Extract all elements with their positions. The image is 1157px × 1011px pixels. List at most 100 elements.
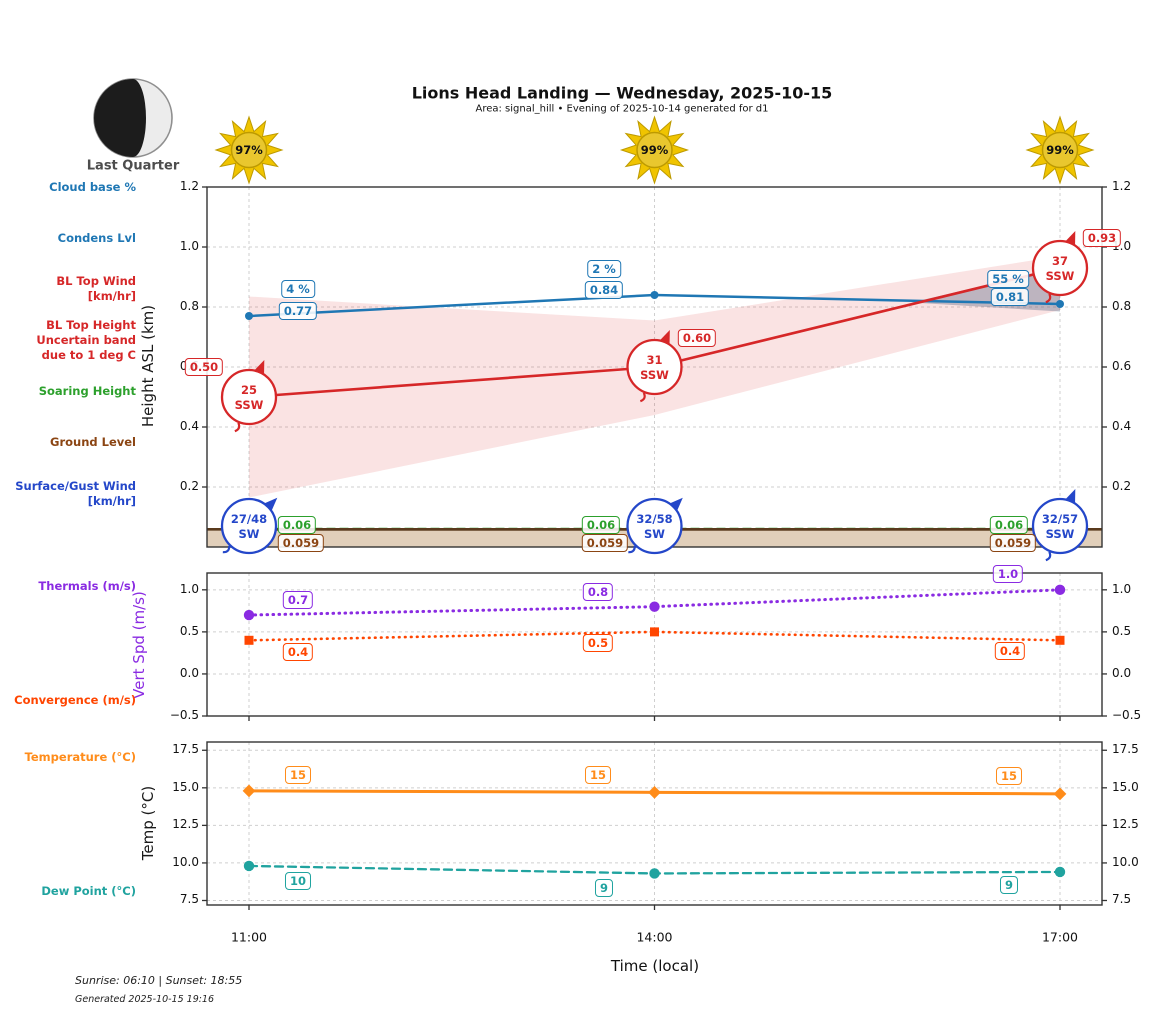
series-label: Condens Lvl xyxy=(57,231,136,245)
value-label: 15 xyxy=(584,766,612,784)
moon-phase-icon xyxy=(93,78,173,158)
value-label: 10 xyxy=(284,872,312,890)
page-subtitle: Area: signal_hill • Evening of 2025-10-1… xyxy=(475,103,769,115)
y-tick-label: 0.0 xyxy=(179,665,199,680)
series-label: Ground Level xyxy=(50,435,136,449)
value-label: 0.4 xyxy=(994,642,1026,660)
y-tick-label: 0.5 xyxy=(179,623,199,638)
value-label: 1.0 xyxy=(992,565,1024,583)
wind-direction-label: SSW xyxy=(640,368,669,382)
y-tick-label: 0.6 xyxy=(1112,359,1132,373)
value-label: 0.84 xyxy=(584,281,624,299)
value-label: 15 xyxy=(284,766,312,784)
x-axis-label: Time (local) xyxy=(610,957,700,975)
y-tick-label: 12.5 xyxy=(1112,817,1139,832)
y-tick-label: 7.5 xyxy=(179,892,199,907)
y-tick-label: −0.5 xyxy=(1112,708,1142,722)
y-tick-label: 0.5 xyxy=(1112,623,1132,638)
y-tick-label: 1.2 xyxy=(179,179,199,193)
y-tick-label: 1.0 xyxy=(179,581,199,596)
y-axis-label-vertspd: Vert Spd (m/s) xyxy=(130,591,148,699)
value-label: 0.059 xyxy=(989,534,1037,552)
wind-speed-label: 27/48 xyxy=(231,512,267,526)
y-tick-label: 15.0 xyxy=(172,779,199,794)
moon-phase-label: Last Quarter xyxy=(86,158,180,174)
value-label: 0.06 xyxy=(581,516,621,534)
wind-speed-label: 25 xyxy=(241,383,257,397)
y-tick-label: 0.4 xyxy=(179,419,199,433)
generated-note: Generated 2025-10-15 19:16 xyxy=(75,994,215,1005)
series-label: Dew Point (°C) xyxy=(41,884,136,898)
sun-icon: 99% xyxy=(1025,115,1095,185)
value-label: 4 % xyxy=(281,280,315,298)
wind-direction-label: SW xyxy=(239,527,260,541)
series-label: Cloud base % xyxy=(49,180,136,194)
value-label: 0.81 xyxy=(990,288,1030,306)
page-title: Lions Head Landing — Wednesday, 2025-10-… xyxy=(411,83,833,103)
value-label: 0.8 xyxy=(582,583,614,601)
x-tick-label: 14:00 xyxy=(636,929,673,945)
series-label: Temperature (°C) xyxy=(24,750,136,764)
wind-speed-label: 32/57 xyxy=(1042,512,1078,526)
value-label: 0.93 xyxy=(1082,229,1122,247)
y-tick-label: 0.8 xyxy=(1112,299,1132,313)
y-tick-label: 0.0 xyxy=(1112,665,1132,680)
wind-direction-label: SSW xyxy=(1046,269,1075,283)
x-tick-label: 11:00 xyxy=(230,929,268,945)
series-label: BL Top Height Uncertain band due to 1 de… xyxy=(36,318,136,362)
y-tick-label: 0.2 xyxy=(1112,479,1132,493)
chart-temperature xyxy=(202,741,1107,910)
y-tick-label: 10.0 xyxy=(172,854,199,869)
sun-percent-label: 99% xyxy=(641,143,669,157)
value-label: 0.50 xyxy=(184,358,224,376)
sunrise-sunset-note: Sunrise: 06:10 | Sunset: 18:55 xyxy=(75,974,243,987)
wind-speed-label: 32/58 xyxy=(636,512,672,526)
y-tick-label: 7.5 xyxy=(1112,892,1132,907)
x-tick-label: 17:00 xyxy=(1041,929,1079,945)
wind-direction-label: SSW xyxy=(1046,527,1075,541)
value-label: 0.77 xyxy=(278,302,318,320)
y-tick-label: 1.0 xyxy=(179,239,199,253)
series-label: BL Top Wind [km/hr] xyxy=(56,274,136,303)
value-label: 15 xyxy=(995,767,1023,785)
y-tick-label: 1.2 xyxy=(1112,179,1132,193)
series-label: Convergence (m/s) xyxy=(14,693,136,707)
y-tick-label: 17.5 xyxy=(172,742,199,757)
y-tick-label: 0.4 xyxy=(1112,419,1132,433)
value-label: 2 % xyxy=(587,260,621,278)
y-tick-label: 0.8 xyxy=(179,299,199,313)
y-tick-label: −0.5 xyxy=(169,708,199,722)
y-tick-label: 12.5 xyxy=(172,817,199,832)
value-label: 0.06 xyxy=(989,516,1029,534)
value-label: 9 xyxy=(999,876,1019,894)
y-tick-label: 17.5 xyxy=(1112,742,1139,757)
value-label: 0.4 xyxy=(282,643,314,661)
y-tick-label: 15.0 xyxy=(1112,779,1139,794)
wind-direction-label: SW xyxy=(644,527,665,541)
sun-percent-label: 97% xyxy=(235,143,263,157)
value-label: 0.059 xyxy=(277,534,325,552)
sun-percent-label: 99% xyxy=(1046,143,1074,157)
sun-icon: 99% xyxy=(619,115,690,185)
chart-vertical-speed xyxy=(202,572,1107,721)
series-label: Thermals (m/s) xyxy=(38,579,136,593)
value-label: 0.60 xyxy=(677,329,717,347)
series-label: Surface/Gust Wind [km/hr] xyxy=(15,479,136,508)
y-tick-label: 10.0 xyxy=(1112,854,1139,869)
wind-speed-label: 31 xyxy=(646,353,662,367)
series-label: Soaring Height xyxy=(38,384,136,398)
value-label: 0.06 xyxy=(277,516,317,534)
value-label: 55 % xyxy=(987,270,1029,288)
wind-direction-label: SSW xyxy=(235,398,264,412)
y-tick-label: 1.0 xyxy=(1112,581,1132,596)
value-label: 9 xyxy=(594,879,614,897)
sun-icon: 97% xyxy=(214,115,284,185)
